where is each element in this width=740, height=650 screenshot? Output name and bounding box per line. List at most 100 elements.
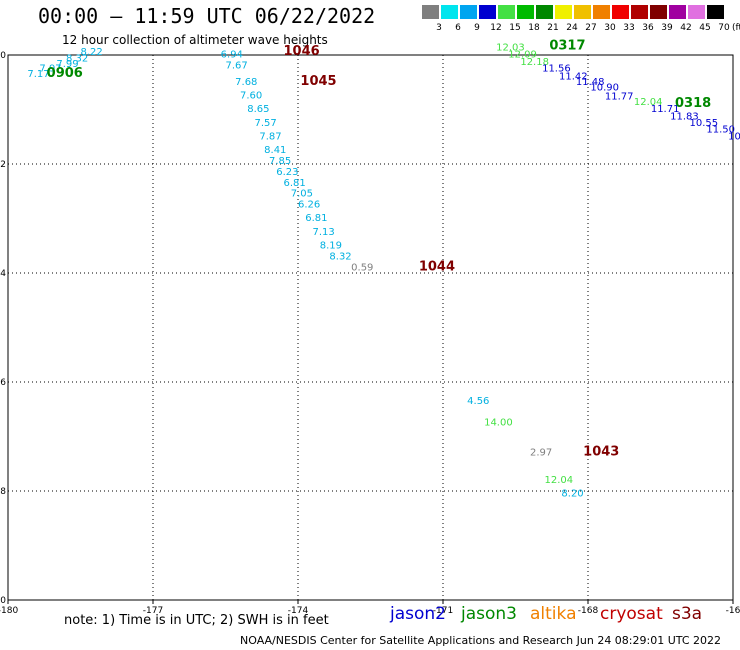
color-scale-label: 42 <box>680 23 692 33</box>
map-title: 00:00 – 11:59 UTC 06/22/2022 <box>38 4 376 28</box>
wave-height-value: 7.13 <box>313 227 335 238</box>
wave-height-value: 7.05 <box>291 189 313 200</box>
color-scale-swatch <box>536 5 553 19</box>
wave-height-value: 6.94 <box>221 50 243 61</box>
y-tick-label: -64 <box>0 269 6 279</box>
wave-height-value: 6.81 <box>284 178 306 189</box>
color-scale-swatch <box>612 5 629 19</box>
color-scale-label: 18 <box>528 23 540 33</box>
satellite-name-s3a: s3a <box>672 604 703 624</box>
wave-height-value: 8.65 <box>247 104 269 115</box>
satellite-name-jason2: jason2 <box>390 604 446 624</box>
wave-height-value: 7.60 <box>240 91 262 102</box>
x-tick-label: -168 <box>578 606 599 616</box>
y-tick-label: -60 <box>0 51 6 61</box>
pass-time-label: 1043 <box>583 445 619 460</box>
wave-height-value: 11.56 <box>542 63 571 74</box>
color-scale-swatch <box>650 5 667 19</box>
color-scale-label: 30 <box>604 23 616 33</box>
wave-height-value: 8.19 <box>320 240 342 251</box>
color-scale-label: 15 <box>509 23 521 33</box>
wave-height-value: 11.42 <box>559 72 588 83</box>
wave-height-value: 12.03 <box>496 43 525 54</box>
wave-height-value: 7.68 <box>235 77 257 88</box>
wave-height-value: 12.04 <box>545 475 574 486</box>
y-tick-label: -62 <box>0 160 6 170</box>
color-scale-label: 12 <box>490 23 502 33</box>
color-scale-label: 33 <box>623 23 635 33</box>
wave-height-value: 11.48 <box>576 77 605 88</box>
color-scale-label: 27 <box>585 23 597 33</box>
wave-height-value: 7.67 <box>226 61 248 72</box>
wave-height-value: 12.18 <box>520 57 549 68</box>
wave-height-value: 7.87 <box>259 131 281 142</box>
y-tick-label: -70 <box>0 596 6 606</box>
satellite-name-cryosat: cryosat <box>600 604 663 624</box>
x-tick-label: -180 <box>0 606 18 616</box>
pass-time-label: 0317 <box>549 39 585 54</box>
color-scale-unit: (ft) <box>732 23 740 33</box>
color-scale-label: 45 <box>699 23 711 33</box>
pass-time-label: 0906 <box>47 66 83 81</box>
color-scale-swatch <box>479 5 496 19</box>
map-frame <box>7 54 734 601</box>
wave-height-value: 12.09 <box>508 50 537 61</box>
color-scale-label: 39 <box>661 23 673 33</box>
wave-height-value: 8.32 <box>66 54 88 65</box>
wave-height-value: 11.71 <box>651 104 680 115</box>
wave-height-value: 6.81 <box>305 213 327 224</box>
wave-height-value: 7.85 <box>269 156 291 167</box>
pass-time-label: 1045 <box>300 74 336 89</box>
pass-time-label: 1044 <box>419 259 455 274</box>
color-scale-swatch <box>460 5 477 19</box>
y-tick-label: -66 <box>0 378 6 388</box>
wave-height-value: 10.77 <box>728 131 740 142</box>
color-scale-label: 70 <box>718 23 730 33</box>
wave-height-value: 0.59 <box>351 262 373 273</box>
color-scale-swatch <box>593 5 610 19</box>
wave-height-value: 6.26 <box>298 200 320 211</box>
y-tick-label: -68 <box>0 487 6 497</box>
wave-height-value: 8.20 <box>561 488 583 499</box>
wave-height-value: 7.99 <box>56 59 78 70</box>
wave-height-value: 8.22 <box>81 47 103 58</box>
credit-line: NOAA/NESDIS Center for Satellite Applica… <box>240 634 722 647</box>
wave-height-value: 8.41 <box>264 145 286 156</box>
satellite-name-jason3: jason3 <box>461 604 517 624</box>
color-scale-label: 6 <box>455 23 461 33</box>
pass-time-label: 1046 <box>284 44 320 59</box>
x-tick-label: -16 <box>726 606 740 616</box>
wave-height-value: 7.57 <box>255 118 277 129</box>
color-scale-label: 36 <box>642 23 654 33</box>
wave-height-value: 8.32 <box>329 251 351 262</box>
color-scale-label: 21 <box>547 23 559 33</box>
wave-height-value: 6.23 <box>276 167 298 178</box>
color-scale-label: 3 <box>436 23 442 33</box>
color-scale-swatch <box>498 5 515 19</box>
pass-time-label: 0318 <box>675 96 711 111</box>
footnote: note: 1) Time is in UTC; 2) SWH is in fe… <box>64 613 329 628</box>
wave-height-value: 14.00 <box>484 418 513 429</box>
color-scale-swatch <box>707 5 724 19</box>
wave-height-value: 7.17 <box>27 69 49 80</box>
satellite-name-altika: altika <box>530 604 577 624</box>
color-scale-swatch <box>441 5 458 19</box>
color-scale-label: 9 <box>474 23 480 33</box>
wave-height-value: 7.97 <box>39 63 61 74</box>
wave-height-value: 11.77 <box>605 92 634 103</box>
color-scale-swatch <box>669 5 686 19</box>
wave-height-value: 4.56 <box>467 396 489 407</box>
color-scale-swatch <box>517 5 534 19</box>
wave-height-value: 10.55 <box>690 118 719 129</box>
wave-height-value: 11.50 <box>706 124 735 135</box>
map-subtitle: 12 hour collection of altimeter wave hei… <box>62 33 328 47</box>
color-scale-swatch <box>631 5 648 19</box>
wave-height-value: 10.90 <box>590 82 619 93</box>
color-scale-swatch <box>422 5 439 19</box>
x-tick-label: -171 <box>433 606 453 616</box>
color-scale-swatch <box>555 5 572 19</box>
wave-height-value: 12.04 <box>634 97 663 108</box>
wave-height-value: 2.97 <box>530 448 552 459</box>
x-tick-label: -174 <box>288 606 309 616</box>
